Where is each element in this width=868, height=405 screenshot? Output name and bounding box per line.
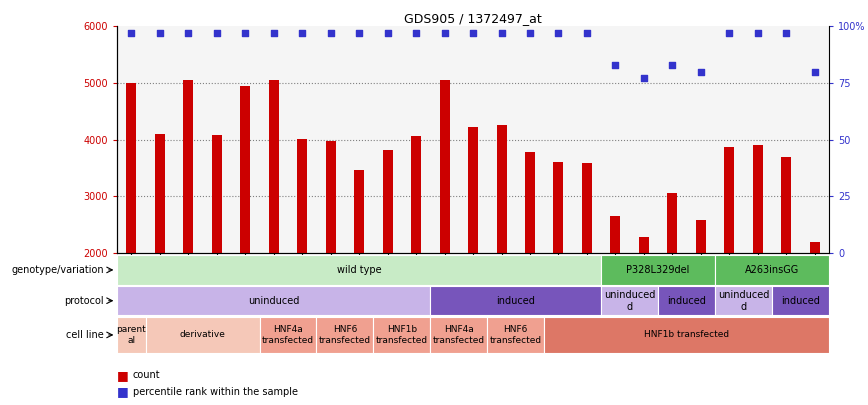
Text: HNF1b transfected: HNF1b transfected — [644, 330, 729, 339]
Bar — [724, 147, 734, 253]
Bar — [468, 127, 478, 253]
Bar — [439, 80, 450, 253]
Point — [608, 62, 622, 68]
Text: wild type: wild type — [337, 265, 382, 275]
Point — [381, 30, 395, 36]
Point — [210, 30, 224, 36]
Text: protocol: protocol — [64, 296, 104, 306]
Bar — [297, 139, 307, 253]
Bar — [354, 170, 365, 253]
Bar — [155, 134, 165, 253]
Point — [666, 62, 680, 68]
Text: HNF6
transfected: HNF6 transfected — [319, 325, 371, 345]
Point — [181, 30, 195, 36]
Point — [409, 30, 423, 36]
Bar — [810, 242, 819, 253]
Text: uninduced
d: uninduced d — [718, 290, 769, 311]
Bar — [582, 163, 592, 253]
Text: induced: induced — [781, 296, 820, 306]
Point — [495, 30, 509, 36]
Point — [637, 75, 651, 82]
Bar — [411, 136, 421, 253]
Text: uninduced
d: uninduced d — [604, 290, 655, 311]
Point — [694, 68, 707, 75]
Text: genotype/variation: genotype/variation — [11, 265, 104, 275]
Bar — [240, 86, 250, 253]
Text: uninduced: uninduced — [248, 296, 299, 306]
Text: percentile rank within the sample: percentile rank within the sample — [133, 387, 298, 396]
Bar — [610, 216, 621, 253]
Bar — [183, 80, 194, 253]
Text: count: count — [133, 371, 161, 380]
Bar — [781, 157, 792, 253]
Point — [295, 30, 309, 36]
Bar — [525, 152, 535, 253]
Point — [779, 30, 793, 36]
Bar — [383, 150, 392, 253]
Text: HNF6
transfected: HNF6 transfected — [490, 325, 542, 345]
Text: induced: induced — [667, 296, 706, 306]
Point — [153, 30, 167, 36]
Point — [580, 30, 594, 36]
Point — [124, 30, 138, 36]
Text: P328L329del: P328L329del — [627, 265, 690, 275]
Title: GDS905 / 1372497_at: GDS905 / 1372497_at — [404, 12, 542, 25]
Text: cell line: cell line — [67, 330, 104, 340]
Text: HNF4a
transfected: HNF4a transfected — [262, 325, 314, 345]
Text: parent
al: parent al — [116, 325, 147, 345]
Bar — [326, 141, 336, 253]
Text: ■: ■ — [117, 369, 129, 382]
Point — [808, 68, 822, 75]
Point — [266, 30, 280, 36]
Point — [324, 30, 338, 36]
Bar — [639, 237, 649, 253]
Bar — [212, 135, 222, 253]
Bar — [696, 220, 706, 253]
Bar — [667, 193, 677, 253]
Point — [523, 30, 537, 36]
Bar — [753, 145, 763, 253]
Point — [751, 30, 765, 36]
Bar — [269, 80, 279, 253]
Point — [551, 30, 565, 36]
Text: induced: induced — [496, 296, 536, 306]
Point — [722, 30, 736, 36]
Text: HNF4a
transfected: HNF4a transfected — [433, 325, 485, 345]
Text: A263insGG: A263insGG — [745, 265, 799, 275]
Bar — [554, 162, 563, 253]
Text: ■: ■ — [117, 385, 129, 398]
Point — [437, 30, 451, 36]
Bar — [496, 125, 507, 253]
Point — [466, 30, 480, 36]
Text: derivative: derivative — [180, 330, 226, 339]
Point — [352, 30, 366, 36]
Point — [239, 30, 253, 36]
Bar — [127, 83, 136, 253]
Text: HNF1b
transfected: HNF1b transfected — [376, 325, 428, 345]
